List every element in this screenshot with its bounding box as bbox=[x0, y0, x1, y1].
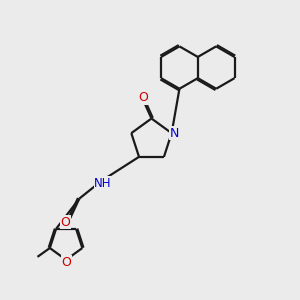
Text: O: O bbox=[61, 256, 71, 269]
Text: N: N bbox=[170, 127, 179, 140]
Text: O: O bbox=[138, 92, 148, 104]
Text: NH: NH bbox=[94, 177, 112, 190]
Text: O: O bbox=[61, 216, 70, 229]
